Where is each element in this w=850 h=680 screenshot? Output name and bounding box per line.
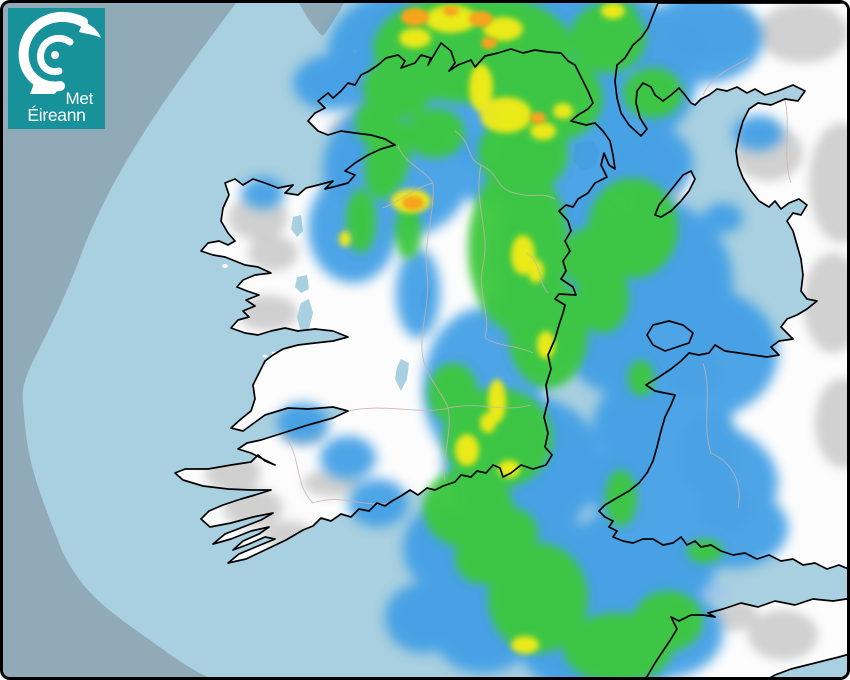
lough-corrib xyxy=(297,299,313,333)
lough-mask xyxy=(295,275,309,293)
county-boundaries xyxy=(282,57,792,509)
radar-map xyxy=(3,3,847,677)
lough-derg xyxy=(395,359,409,391)
cyclone-swirl-icon xyxy=(18,12,101,94)
lough-conn xyxy=(291,215,303,237)
logo-line-2: Éireann xyxy=(27,105,86,126)
logo-text: Met Éireann xyxy=(8,88,105,126)
precip-layer-very-heavy xyxy=(401,6,546,210)
met-eireann-logo: Met Éireann xyxy=(8,8,105,129)
precip-layer-heavy xyxy=(339,3,625,654)
radar-range-scallop xyxy=(299,3,344,36)
logo-line-1: Met xyxy=(65,88,94,108)
